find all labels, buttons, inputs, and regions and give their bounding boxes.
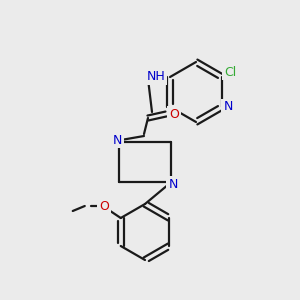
Text: O: O xyxy=(99,200,109,212)
Text: O: O xyxy=(169,107,179,121)
Text: Cl: Cl xyxy=(224,65,236,79)
Text: NH: NH xyxy=(147,70,165,83)
Text: N: N xyxy=(112,134,122,146)
Text: N: N xyxy=(168,178,178,190)
Text: N: N xyxy=(223,100,233,113)
